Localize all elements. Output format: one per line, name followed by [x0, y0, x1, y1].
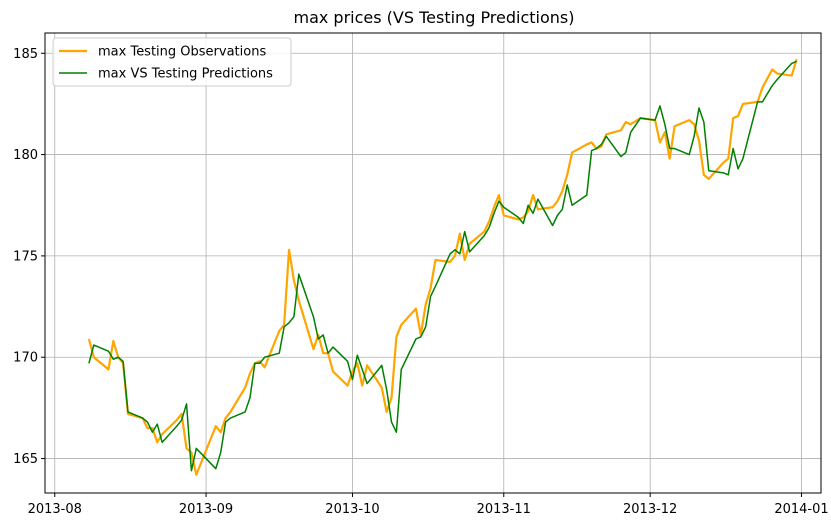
- chart-title: max prices (VS Testing Predictions): [293, 8, 574, 27]
- series-predictions: [88, 60, 797, 472]
- grid: [45, 33, 821, 493]
- legend-label: max VS Testing Predictions: [98, 67, 273, 82]
- series-group: [87, 59, 798, 476]
- y-tick-label: 175: [13, 249, 38, 264]
- x-tick-label: 2013-09: [179, 502, 233, 517]
- y-tick-label: 180: [13, 148, 38, 163]
- plot-frame: [44, 32, 822, 494]
- legend-box: [52, 37, 292, 87]
- y-tick-label: 185: [13, 47, 38, 62]
- y-tick-label: 165: [13, 452, 38, 467]
- y-tick-label: 170: [13, 351, 38, 366]
- legend: max Testing Observations max VS Testing P…: [52, 37, 292, 87]
- axis-ticks: 2013-08 2013-09 2013-10 2013-11 2013-12 2014-…: [13, 47, 828, 517]
- x-tick-label: 2013-10: [325, 502, 379, 517]
- x-tick-label: 2013-12: [623, 502, 677, 517]
- x-tick-label: 2014-01: [774, 502, 828, 517]
- legend-label: max Testing Observations: [98, 45, 266, 60]
- x-tick-label: 2013-08: [28, 502, 82, 517]
- x-tick-label: 2013-11: [477, 502, 531, 517]
